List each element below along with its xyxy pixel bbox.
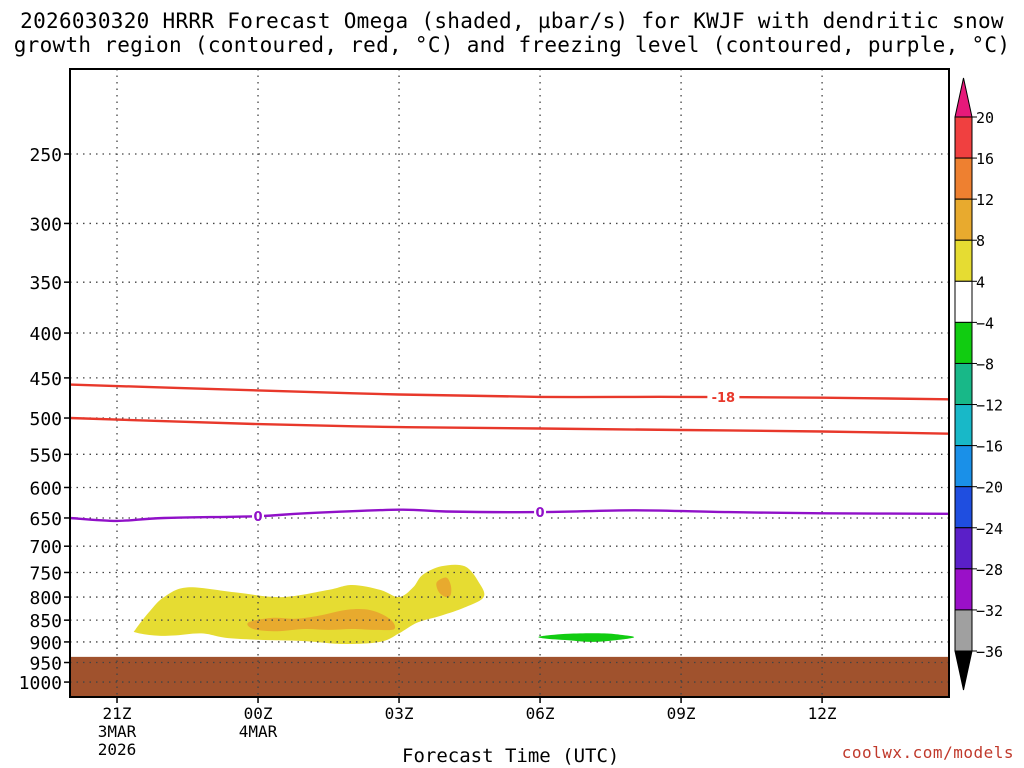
dgz-contour-1 — [69, 416, 950, 435]
colorbar-label: −24 — [976, 520, 1003, 538]
ground-fill — [70, 656, 949, 697]
colorbar-label: −8 — [976, 355, 994, 373]
freezing-label-bg-1 — [534, 504, 547, 521]
y-tick-label: 600 — [29, 478, 62, 499]
colorbar-label: 4 — [976, 273, 985, 291]
colorbar-bottom-arrow — [954, 650, 973, 691]
freezing-level-contour — [69, 508, 950, 523]
colorbar-label: −16 — [976, 438, 1003, 456]
y-tick-label: 900 — [29, 633, 62, 654]
colorbar-swatch — [954, 527, 973, 570]
chart-title-line1: 2026030320 HRRR Forecast Omega (shaded, … — [20, 9, 1004, 33]
x-tick-label: 09Z — [667, 704, 696, 723]
freezing-label-bg-0 — [252, 508, 265, 525]
colorbar-swatch — [954, 157, 973, 200]
colorbar-swatch — [954, 280, 973, 323]
x-axis-title: Forecast Time (UTC) — [402, 745, 620, 767]
colorbar-swatch — [954, 404, 973, 447]
colorbar-label: 12 — [976, 191, 994, 209]
y-tick-label: 850 — [29, 611, 62, 632]
grid-lines — [70, 69, 949, 697]
freezing-level-label: 0 — [253, 510, 262, 525]
x-tick-sublabel: 4MAR — [239, 722, 278, 741]
plot-frame — [69, 68, 950, 698]
y-tick-label: 1000 — [19, 673, 62, 694]
omega-shading — [133, 564, 635, 645]
y-tick-label: 650 — [29, 509, 62, 530]
colorbar-label: −36 — [976, 643, 1003, 661]
x-tick-label: 06Z — [526, 704, 555, 723]
omega-region-3 — [538, 633, 635, 642]
dgz-label-bg — [707, 389, 740, 406]
omega-region-1 — [247, 609, 396, 632]
y-tick-label: 300 — [29, 214, 62, 235]
y-tick-label: 550 — [29, 445, 62, 466]
x-tick-sublabel: 2026 — [98, 740, 137, 759]
colorbar-swatch — [954, 116, 973, 159]
colorbar-label: 16 — [976, 150, 994, 168]
colorbar-swatch — [954, 486, 973, 529]
colorbar-swatch — [954, 445, 973, 488]
colorbar-label: −12 — [976, 397, 1003, 415]
y-tick-label: 400 — [29, 324, 62, 345]
x-tick-label: 21Z — [103, 704, 132, 723]
colorbar-swatch — [954, 362, 973, 406]
colorbar-label: −32 — [976, 602, 1003, 620]
x-tick-label: 00Z — [244, 704, 273, 723]
colorbar: 20 16 12 8 4 −4 −8 −12 −16 −20 −24 −28 −32 −36 — [954, 77, 1003, 691]
omega-region-2 — [436, 577, 452, 598]
x-tick-sublabel: 3MAR — [98, 722, 137, 741]
y-tick-label: 450 — [29, 369, 62, 390]
y-tick-label: 700 — [29, 537, 62, 558]
chart-title-line2: growth region (contoured, red, °C) and f… — [13, 33, 1011, 57]
contour-lines: -18 0 0 — [69, 383, 950, 525]
x-tick-label: 03Z — [385, 704, 414, 723]
y-tick-label: 350 — [29, 273, 62, 294]
omega-region-0 — [133, 564, 485, 645]
colorbar-swatch — [954, 321, 973, 364]
colorbar-label: −28 — [976, 561, 1003, 579]
colorbar-swatch — [954, 198, 973, 241]
colorbar-label: −4 — [976, 314, 994, 332]
colorbar-top-arrow — [954, 77, 973, 118]
y-tick-label: 950 — [29, 654, 62, 675]
credit-link[interactable]: coolwx.com/models — [841, 743, 1014, 762]
ground-layer — [70, 656, 949, 697]
y-tick-label: 800 — [29, 588, 62, 609]
dgz-contour-label: -18 — [712, 391, 736, 406]
colorbar-swatch — [954, 239, 973, 282]
colorbar-swatch — [954, 568, 973, 611]
freezing-level-label: 0 — [536, 506, 545, 521]
colorbar-label: 20 — [976, 109, 994, 127]
x-tick-label: 12Z — [808, 704, 837, 723]
y-tick-label: 250 — [29, 145, 62, 166]
dgz-contour-0 — [69, 383, 950, 401]
axes: 2503003504004505005506006507007508008509… — [19, 145, 837, 759]
y-tick-label: 750 — [29, 563, 62, 584]
y-tick-label: 500 — [29, 409, 62, 430]
colorbar-label: 8 — [976, 232, 985, 250]
colorbar-swatch — [954, 609, 973, 652]
colorbar-label: −20 — [976, 479, 1003, 497]
